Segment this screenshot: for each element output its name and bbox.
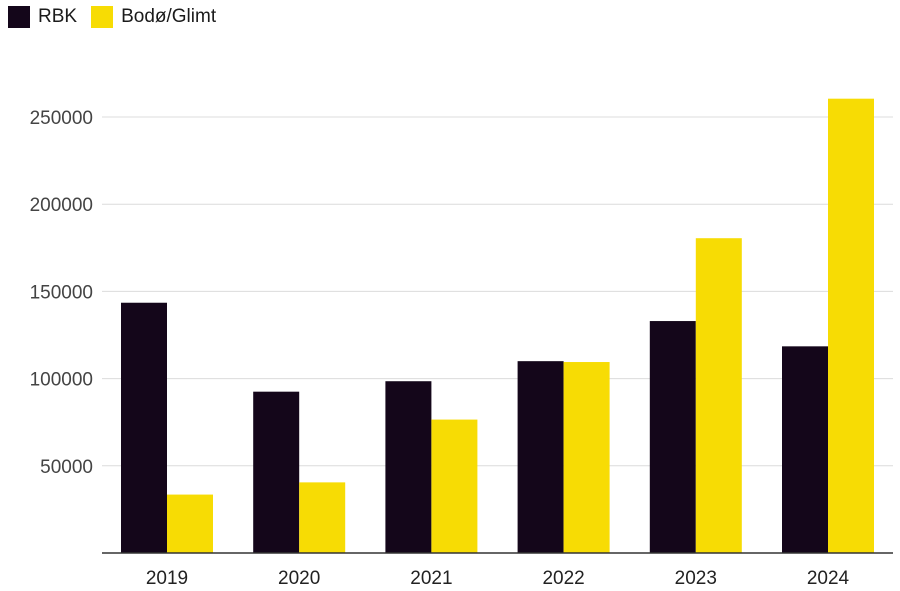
x-tick-label-2023: 2023 bbox=[675, 568, 717, 589]
y-tick-label-50000: 50000 bbox=[40, 457, 93, 478]
bar-rbk-2020 bbox=[253, 391, 300, 553]
legend-label-bodo-glimt: Bodø/Glimt bbox=[121, 6, 217, 27]
bar-rbk-2021 bbox=[385, 381, 432, 553]
bar-rbk-2022 bbox=[517, 361, 564, 553]
legend-item-bodo-glimt: Bodø/Glimt bbox=[91, 6, 216, 28]
y-tick-label-100000: 100000 bbox=[30, 370, 93, 391]
chart-legend: RBK Bodø/Glimt bbox=[8, 6, 220, 28]
x-tick-label-2020: 2020 bbox=[278, 568, 320, 589]
bar-rbk-2023 bbox=[649, 321, 696, 553]
bar-bod-glimt-2024 bbox=[828, 98, 874, 554]
y-tick-label-200000: 200000 bbox=[30, 195, 93, 216]
legend-swatch-rbk bbox=[8, 6, 30, 28]
bar-bod-glimt-2019 bbox=[167, 494, 213, 553]
bar-bod-glimt-2022 bbox=[563, 362, 610, 553]
bar-rbk-2024 bbox=[782, 346, 828, 553]
y-tick-label-150000: 150000 bbox=[30, 282, 93, 303]
legend-label-rbk: RBK bbox=[38, 6, 78, 27]
x-tick-label-2024: 2024 bbox=[807, 568, 850, 589]
y-tick-label-250000: 250000 bbox=[30, 108, 93, 129]
legend-item-rbk: RBK bbox=[8, 6, 77, 28]
x-tick-label-2022: 2022 bbox=[542, 568, 584, 589]
bar-bod-glimt-2023 bbox=[695, 238, 742, 553]
x-tick-label-2019: 2019 bbox=[146, 568, 188, 589]
legend-swatch-bodo-glimt bbox=[91, 6, 114, 28]
x-tick-label-2021: 2021 bbox=[410, 568, 452, 589]
bar-bod-glimt-2020 bbox=[299, 482, 346, 553]
bar-bod-glimt-2021 bbox=[431, 419, 478, 553]
bar-rbk-2019 bbox=[121, 302, 167, 553]
